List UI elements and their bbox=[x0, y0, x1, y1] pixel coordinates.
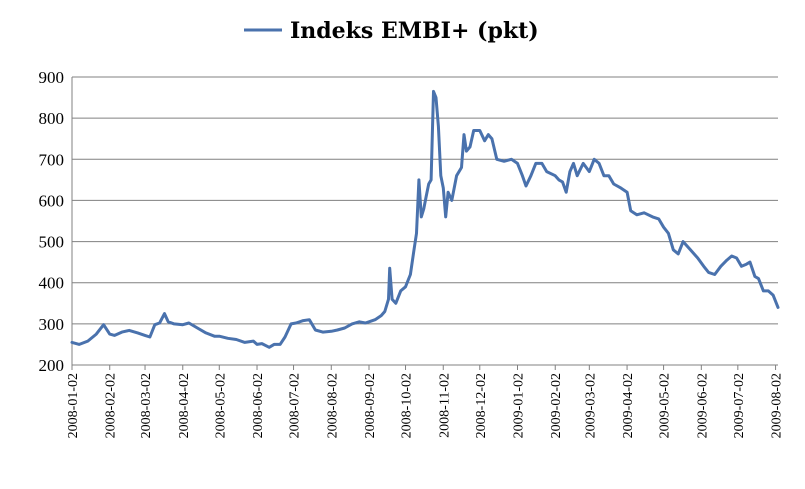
x-tick-label-2008-03-02: 2008-03-02 bbox=[139, 373, 154, 438]
x-tick-label-2008-02-02: 2008-02-02 bbox=[104, 373, 119, 438]
x-tick-label-2008-06-02: 2008-06-02 bbox=[251, 373, 266, 438]
axes bbox=[71, 77, 778, 366]
x-tick-label-2009-07-02: 2009-07-02 bbox=[732, 373, 747, 438]
x-tick-label-2008-05-02: 2008-05-02 bbox=[213, 373, 228, 438]
x-tick-label-2009-04-02: 2009-04-02 bbox=[621, 373, 636, 438]
x-axis-tick-labels: 2008-01-02 2008-02-02 2008-03-02 2008-04-02… bbox=[66, 365, 785, 438]
series-layer bbox=[70, 89, 780, 349]
x-tick-label-2008-12-02: 2008-12-02 bbox=[474, 373, 489, 438]
legend-label-indeks-embi: Indeks EMBI+ (pkt) bbox=[290, 18, 539, 44]
x-tick-label-2008-08-02: 2008-08-02 bbox=[325, 373, 340, 438]
y-tick-label-700: 700 bbox=[39, 150, 65, 169]
y-tick-label-600: 600 bbox=[39, 191, 65, 210]
y-axis-tick-labels: 200 300 400 500 600 700 800 900 bbox=[39, 68, 65, 375]
y-tick-label-900: 900 bbox=[39, 68, 65, 87]
x-tick-label-2009-02-02: 2009-02-02 bbox=[549, 373, 564, 438]
x-tick-label-2009-05-02: 2009-05-02 bbox=[658, 373, 673, 438]
y-tick-label-400: 400 bbox=[39, 274, 65, 293]
x-tick-label-2009-06-02: 2009-06-02 bbox=[695, 373, 710, 438]
x-tick-label-2008-11-02: 2008-11-02 bbox=[437, 373, 452, 438]
y-tick-label-300: 300 bbox=[39, 315, 65, 334]
x-tick-label-2009-01-02: 2009-01-02 bbox=[512, 373, 527, 438]
x-tick-label-2008-07-02: 2008-07-02 bbox=[288, 373, 303, 438]
series-line-0 bbox=[70, 89, 780, 349]
x-tick-label-2008-10-02: 2008-10-02 bbox=[400, 373, 415, 438]
x-tick-label-2008-04-02: 2008-04-02 bbox=[177, 373, 192, 438]
x-tick-label-2008-01-02: 2008-01-02 bbox=[66, 373, 81, 438]
x-tick-label-2009-03-02: 2009-03-02 bbox=[583, 373, 598, 438]
chart-legend: Indeks EMBI+ (pkt) bbox=[244, 18, 539, 44]
y-tick-label-200: 200 bbox=[39, 356, 65, 375]
x-tick-label-2008-09-02: 2008-09-02 bbox=[363, 373, 378, 438]
y-tick-label-800: 800 bbox=[39, 109, 65, 128]
y-tick-label-500: 500 bbox=[39, 233, 65, 252]
x-tick-label-2009-08-02: 2009-08-02 bbox=[770, 373, 785, 438]
